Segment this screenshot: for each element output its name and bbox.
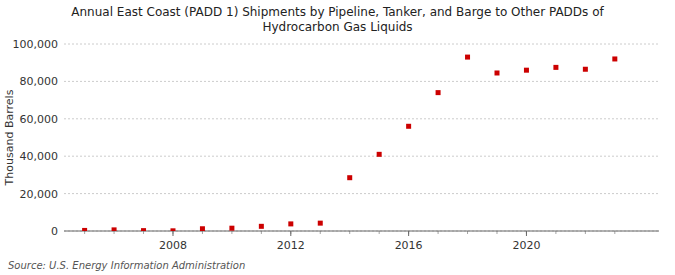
point	[259, 224, 264, 229]
y-axis-label: Thousand Barrels	[3, 89, 16, 186]
y-tick-label: 60,000	[20, 113, 59, 126]
point	[288, 221, 293, 226]
title-line: Annual East Coast (PADD 1) Shipments by …	[71, 5, 604, 19]
x-tick-label: 2008	[159, 239, 187, 252]
x-minor-tick	[202, 231, 203, 234]
title: Annual East Coast (PADD 1) Shipments by …	[71, 5, 604, 34]
x-tick	[172, 231, 173, 236]
point	[170, 228, 175, 231]
point	[553, 65, 558, 70]
x-minor-tick	[614, 231, 615, 234]
x-minor-tick	[379, 231, 380, 234]
grid-line	[64, 44, 659, 45]
point	[406, 124, 411, 129]
x-tick-label: 2016	[395, 239, 423, 252]
grid	[64, 44, 659, 231]
x-tick	[526, 231, 527, 236]
chart-container: Annual East Coast (PADD 1) Shipments by …	[0, 0, 675, 275]
point	[377, 152, 382, 157]
x-minor-tick	[114, 231, 115, 234]
x-tick-label: 2012	[277, 239, 305, 252]
x-tick-label: 2020	[512, 239, 540, 252]
source: Source: U.S. Energy Information Administ…	[8, 260, 245, 271]
grid-line	[64, 118, 659, 119]
grid-line	[64, 193, 659, 194]
x-minor-tick	[261, 231, 262, 234]
grid-line	[64, 156, 659, 157]
point	[82, 228, 87, 231]
x-minor-tick	[320, 231, 321, 234]
x-minor-tick	[143, 231, 144, 234]
x-tick	[408, 231, 409, 236]
point	[318, 221, 323, 226]
points	[82, 55, 617, 231]
x-minor-tick	[496, 231, 497, 234]
chart: Annual East Coast (PADD 1) Shipments by …	[0, 0, 675, 275]
point	[465, 55, 470, 60]
point	[612, 56, 617, 61]
point	[583, 67, 588, 72]
y-tick-label: 20,000	[20, 188, 59, 201]
x-minor-tick	[438, 231, 439, 234]
x-minor-tick	[555, 231, 556, 234]
x-minor-tick	[467, 231, 468, 234]
grid-line	[64, 81, 659, 82]
point	[112, 227, 117, 231]
point	[200, 226, 205, 231]
x-minor-tick	[84, 231, 85, 234]
y-tick-label: 100,000	[13, 38, 59, 51]
x-minor-tick	[349, 231, 350, 234]
y-tick-label: 40,000	[20, 150, 59, 163]
x-tick	[290, 231, 291, 236]
x-minor-tick	[585, 231, 586, 234]
title-line: Hydrocarbon Gas Liquids	[262, 20, 412, 34]
x-minor-tick	[231, 231, 232, 234]
point	[436, 90, 441, 95]
point	[524, 68, 529, 73]
point	[229, 226, 234, 231]
grid-line	[64, 231, 659, 232]
point	[347, 175, 352, 180]
point	[141, 228, 146, 231]
point	[494, 70, 499, 75]
y-tick-label: 0	[51, 225, 58, 238]
x-axis-line	[64, 231, 659, 232]
y-tick-label: 80,000	[20, 75, 59, 88]
